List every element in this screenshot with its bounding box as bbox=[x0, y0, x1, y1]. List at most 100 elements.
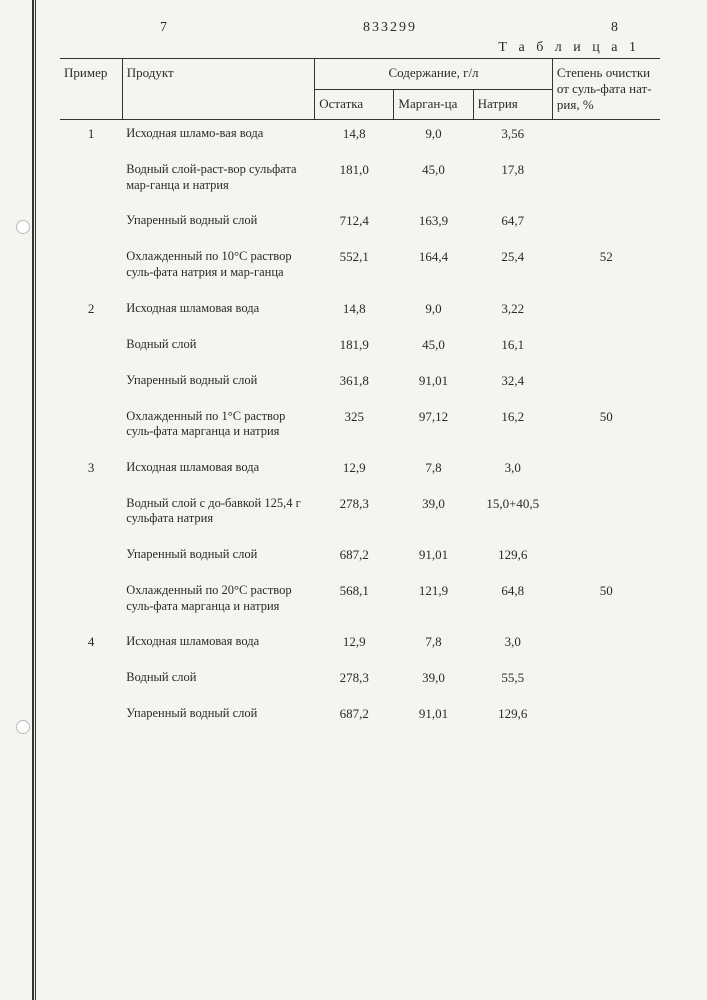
cell-natriya: 129,6 bbox=[473, 541, 552, 577]
cell-margantsa: 9,0 bbox=[394, 295, 473, 331]
cell-primer bbox=[60, 700, 122, 736]
cell-ostatka: 278,3 bbox=[315, 490, 394, 541]
cell-product: Упаренный водный слой bbox=[122, 700, 314, 736]
cell-product: Водный слой-раст-вор сульфата мар-ганца … bbox=[122, 156, 314, 207]
cell-natriya: 3,56 bbox=[473, 120, 552, 157]
cell-natriya: 32,4 bbox=[473, 367, 552, 403]
cell-purification bbox=[552, 490, 660, 541]
cell-product: Водный слой с до-бавкой 125,4 г сульфата… bbox=[122, 490, 314, 541]
cell-primer bbox=[60, 367, 122, 403]
cell-margantsa: 91,01 bbox=[394, 700, 473, 736]
table-row: Упаренный водный слой687,291,01129,6 bbox=[60, 541, 660, 577]
cell-ostatka: 14,8 bbox=[315, 295, 394, 331]
cell-product: Водный слой bbox=[122, 664, 314, 700]
cell-product: Охлажденный по 10°С раствор суль-фата на… bbox=[122, 243, 314, 294]
cell-natriya: 3,0 bbox=[473, 454, 552, 490]
cell-ostatka: 278,3 bbox=[315, 664, 394, 700]
cell-primer bbox=[60, 403, 122, 454]
cell-margantsa: 121,9 bbox=[394, 577, 473, 628]
cell-margantsa: 97,12 bbox=[394, 403, 473, 454]
th-primer: Пример bbox=[60, 59, 122, 120]
cell-ostatka: 14,8 bbox=[315, 120, 394, 157]
cell-purification bbox=[552, 295, 660, 331]
th-content-group: Содержание, г/л bbox=[315, 59, 553, 90]
cell-ostatka: 568,1 bbox=[315, 577, 394, 628]
th-product: Продукт bbox=[122, 59, 314, 120]
cell-primer bbox=[60, 331, 122, 367]
cell-primer bbox=[60, 156, 122, 207]
cell-margantsa: 39,0 bbox=[394, 664, 473, 700]
table-header: Пример Продукт Содержание, г/л Степень о… bbox=[60, 59, 660, 120]
cell-margantsa: 163,9 bbox=[394, 207, 473, 243]
th-ostatka: Остатка bbox=[315, 89, 394, 120]
cell-purification bbox=[552, 700, 660, 736]
cell-primer bbox=[60, 490, 122, 541]
table-row: 1Исходная шламо-вая вода14,89,03,56 bbox=[60, 120, 660, 157]
page-left-edge bbox=[32, 0, 34, 1000]
cell-purification bbox=[552, 541, 660, 577]
cell-product: Упаренный водный слой bbox=[122, 207, 314, 243]
cell-primer bbox=[60, 577, 122, 628]
table-row: 2Исходная шламовая вода14,89,03,22 bbox=[60, 295, 660, 331]
cell-ostatka: 325 bbox=[315, 403, 394, 454]
cell-purification bbox=[552, 367, 660, 403]
th-natriya: Натрия bbox=[473, 89, 552, 120]
punch-hole bbox=[16, 220, 30, 234]
cell-product: Исходная шламо-вая вода bbox=[122, 120, 314, 157]
th-purification: Степень очистки от суль-фата нат-рия, % bbox=[552, 59, 660, 120]
cell-margantsa: 39,0 bbox=[394, 490, 473, 541]
cell-purification bbox=[552, 120, 660, 157]
cell-ostatka: 12,9 bbox=[315, 628, 394, 664]
cell-natriya: 16,1 bbox=[473, 331, 552, 367]
cell-purification: 52 bbox=[552, 243, 660, 294]
table-row: Упаренный водный слой687,291,01129,6 bbox=[60, 700, 660, 736]
cell-ostatka: 687,2 bbox=[315, 700, 394, 736]
cell-product: Исходная шламовая вода bbox=[122, 295, 314, 331]
cell-natriya: 16,2 bbox=[473, 403, 552, 454]
cell-natriya: 25,4 bbox=[473, 243, 552, 294]
cell-primer: 3 bbox=[60, 454, 122, 490]
cell-natriya: 64,8 bbox=[473, 577, 552, 628]
cell-purification bbox=[552, 331, 660, 367]
table-row: Охлажденный по 20°С раствор суль-фата ма… bbox=[60, 577, 660, 628]
punch-hole bbox=[16, 720, 30, 734]
cell-margantsa: 91,01 bbox=[394, 541, 473, 577]
table-row: Охлажденный по 10°С раствор суль-фата на… bbox=[60, 243, 660, 294]
cell-ostatka: 552,1 bbox=[315, 243, 394, 294]
table-row: Упаренный водный слой361,891,0132,4 bbox=[60, 367, 660, 403]
cell-primer: 4 bbox=[60, 628, 122, 664]
cell-purification bbox=[552, 628, 660, 664]
page-col-right: 8 bbox=[611, 20, 620, 36]
cell-product: Упаренный водный слой bbox=[122, 367, 314, 403]
cell-ostatka: 687,2 bbox=[315, 541, 394, 577]
cell-ostatka: 12,9 bbox=[315, 454, 394, 490]
cell-purification bbox=[552, 664, 660, 700]
cell-ostatka: 181,0 bbox=[315, 156, 394, 207]
cell-natriya: 64,7 bbox=[473, 207, 552, 243]
cell-purification bbox=[552, 156, 660, 207]
table-row: Упаренный водный слой712,4163,964,7 bbox=[60, 207, 660, 243]
cell-primer bbox=[60, 243, 122, 294]
cell-primer: 1 bbox=[60, 120, 122, 157]
th-margantsa: Марган-ца bbox=[394, 89, 473, 120]
table-row: Охлажденный по 1°С раствор суль-фата мар… bbox=[60, 403, 660, 454]
cell-primer bbox=[60, 207, 122, 243]
document-number: 833299 bbox=[363, 20, 417, 36]
cell-margantsa: 7,8 bbox=[394, 628, 473, 664]
cell-margantsa: 7,8 bbox=[394, 454, 473, 490]
cell-primer bbox=[60, 664, 122, 700]
data-table: Пример Продукт Содержание, г/л Степень о… bbox=[60, 58, 660, 736]
cell-ostatka: 181,9 bbox=[315, 331, 394, 367]
table-body: 1Исходная шламо-вая вода14,89,03,56Водны… bbox=[60, 120, 660, 737]
cell-purification bbox=[552, 207, 660, 243]
table-row: 3Исходная шламовая вода12,97,83,0 bbox=[60, 454, 660, 490]
table-row: Водный слой181,945,016,1 bbox=[60, 331, 660, 367]
cell-natriya: 15,0+40,5 bbox=[473, 490, 552, 541]
cell-natriya: 3,22 bbox=[473, 295, 552, 331]
table-row: Водный слой с до-бавкой 125,4 г сульфата… bbox=[60, 490, 660, 541]
cell-purification: 50 bbox=[552, 577, 660, 628]
table-row: Водный слой-раст-вор сульфата мар-ганца … bbox=[60, 156, 660, 207]
cell-primer: 2 bbox=[60, 295, 122, 331]
cell-product: Исходная шламовая вода bbox=[122, 628, 314, 664]
cell-margantsa: 164,4 bbox=[394, 243, 473, 294]
